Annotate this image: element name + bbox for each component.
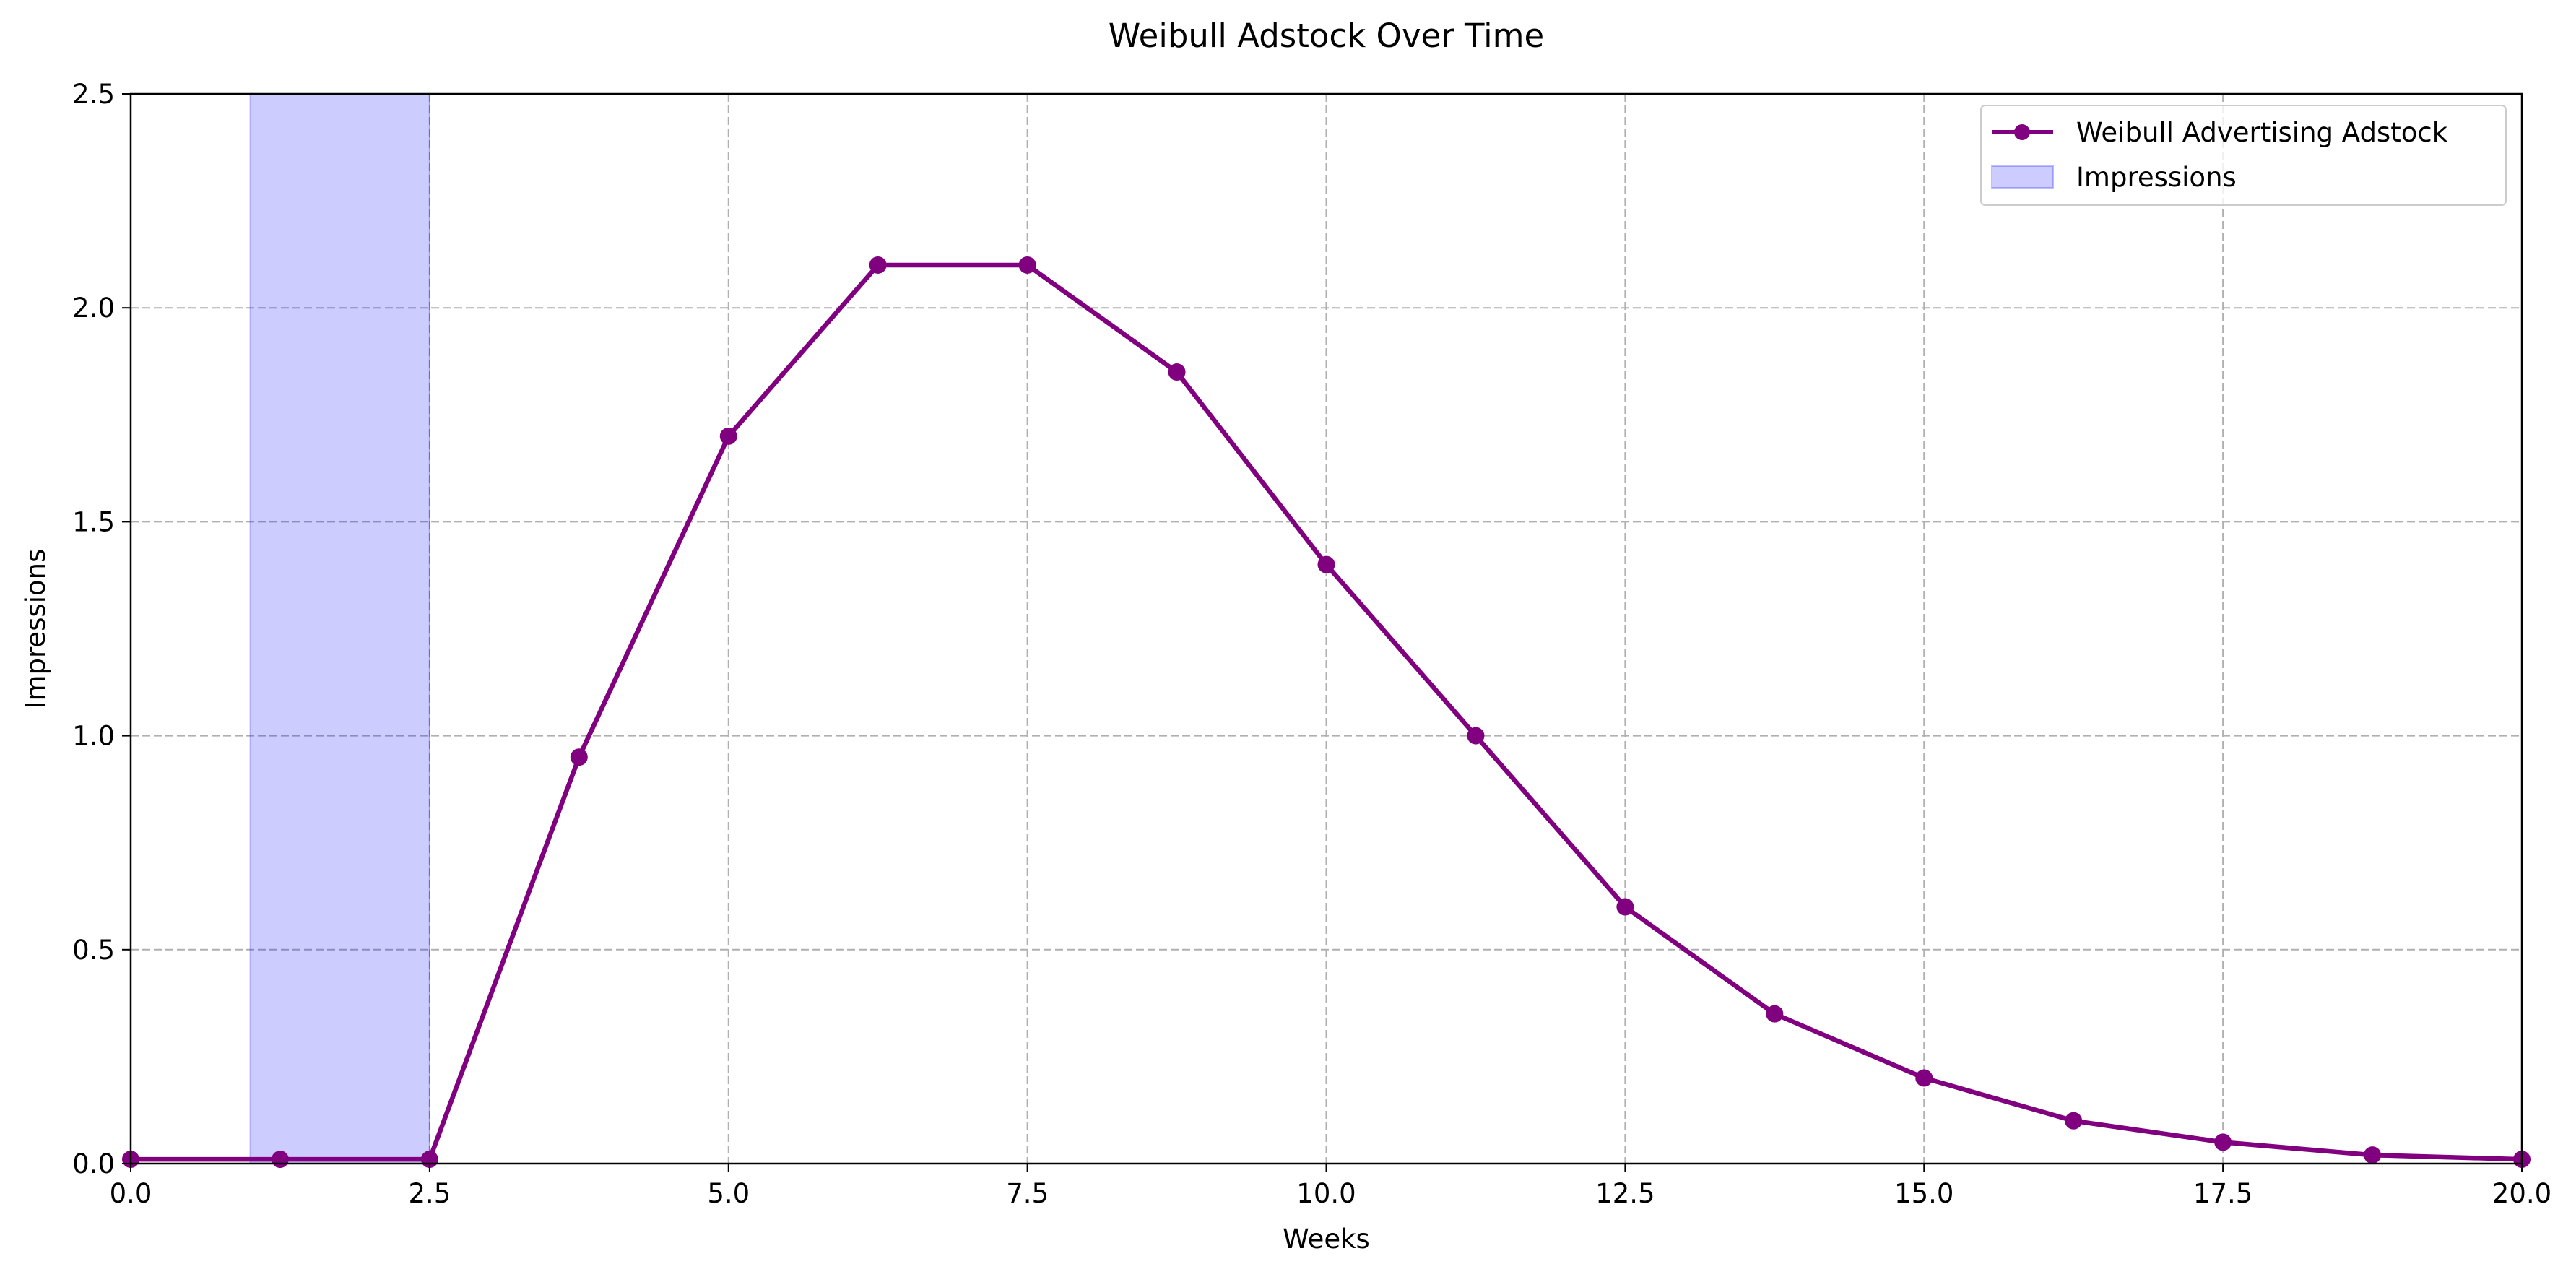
x-tick-label: 7.5 [1006,1178,1049,1209]
chart-title: Weibull Adstock Over Time [1109,17,1544,55]
data-point [2364,1146,2382,1164]
data-point [1766,1005,1784,1023]
x-tick-label: 2.5 [408,1178,451,1209]
y-tick-label: 1.5 [72,506,115,537]
data-point [1915,1069,1933,1087]
data-point [1467,727,1485,745]
y-tick-label: 0.5 [72,935,115,966]
legend-label-series: Weibull Advertising Adstock [2076,117,2448,148]
y-axis-label: Impressions [20,549,51,709]
x-tick-label: 15.0 [1894,1178,1953,1209]
y-tick-label: 0.0 [72,1148,115,1179]
data-point [2065,1112,2083,1130]
data-point [1616,898,1634,916]
y-tick-label: 1.0 [72,721,115,752]
legend-span-swatch [1991,165,2054,189]
data-point [2214,1133,2232,1151]
legend-marker-swatch [2014,124,2030,140]
tick-layer: 0.0 2.5 5.0 7.5 10.0 12.5 15.0 17.5 20.0 0.0 0.5 1.… [72,79,2551,1209]
impressions-span [249,93,430,1164]
data-point [570,748,588,766]
data-point [1168,363,1186,381]
x-tick-label: 20.0 [2492,1178,2551,1209]
data-point [869,256,887,274]
x-tick-label: 10.0 [1296,1178,1356,1209]
x-tick-label: 5.0 [707,1178,750,1209]
data-point [719,427,737,445]
data-point [271,1151,289,1169]
legend-label-span: Impressions [2076,162,2237,193]
x-tick-label: 17.5 [2193,1178,2252,1209]
x-tick-label: 12.5 [1595,1178,1655,1209]
x-axis-label: Weeks [1283,1224,1370,1255]
legend-box [1980,105,2507,206]
y-tick-label: 2.5 [72,79,115,110]
data-point [1317,555,1335,573]
legend: Weibull Advertising Adstock Impressions [1980,105,2507,206]
y-tick-label: 2.0 [72,293,115,324]
span-layer [249,93,430,1164]
data-point [1018,256,1036,274]
x-tick-label: 0.0 [110,1178,152,1209]
